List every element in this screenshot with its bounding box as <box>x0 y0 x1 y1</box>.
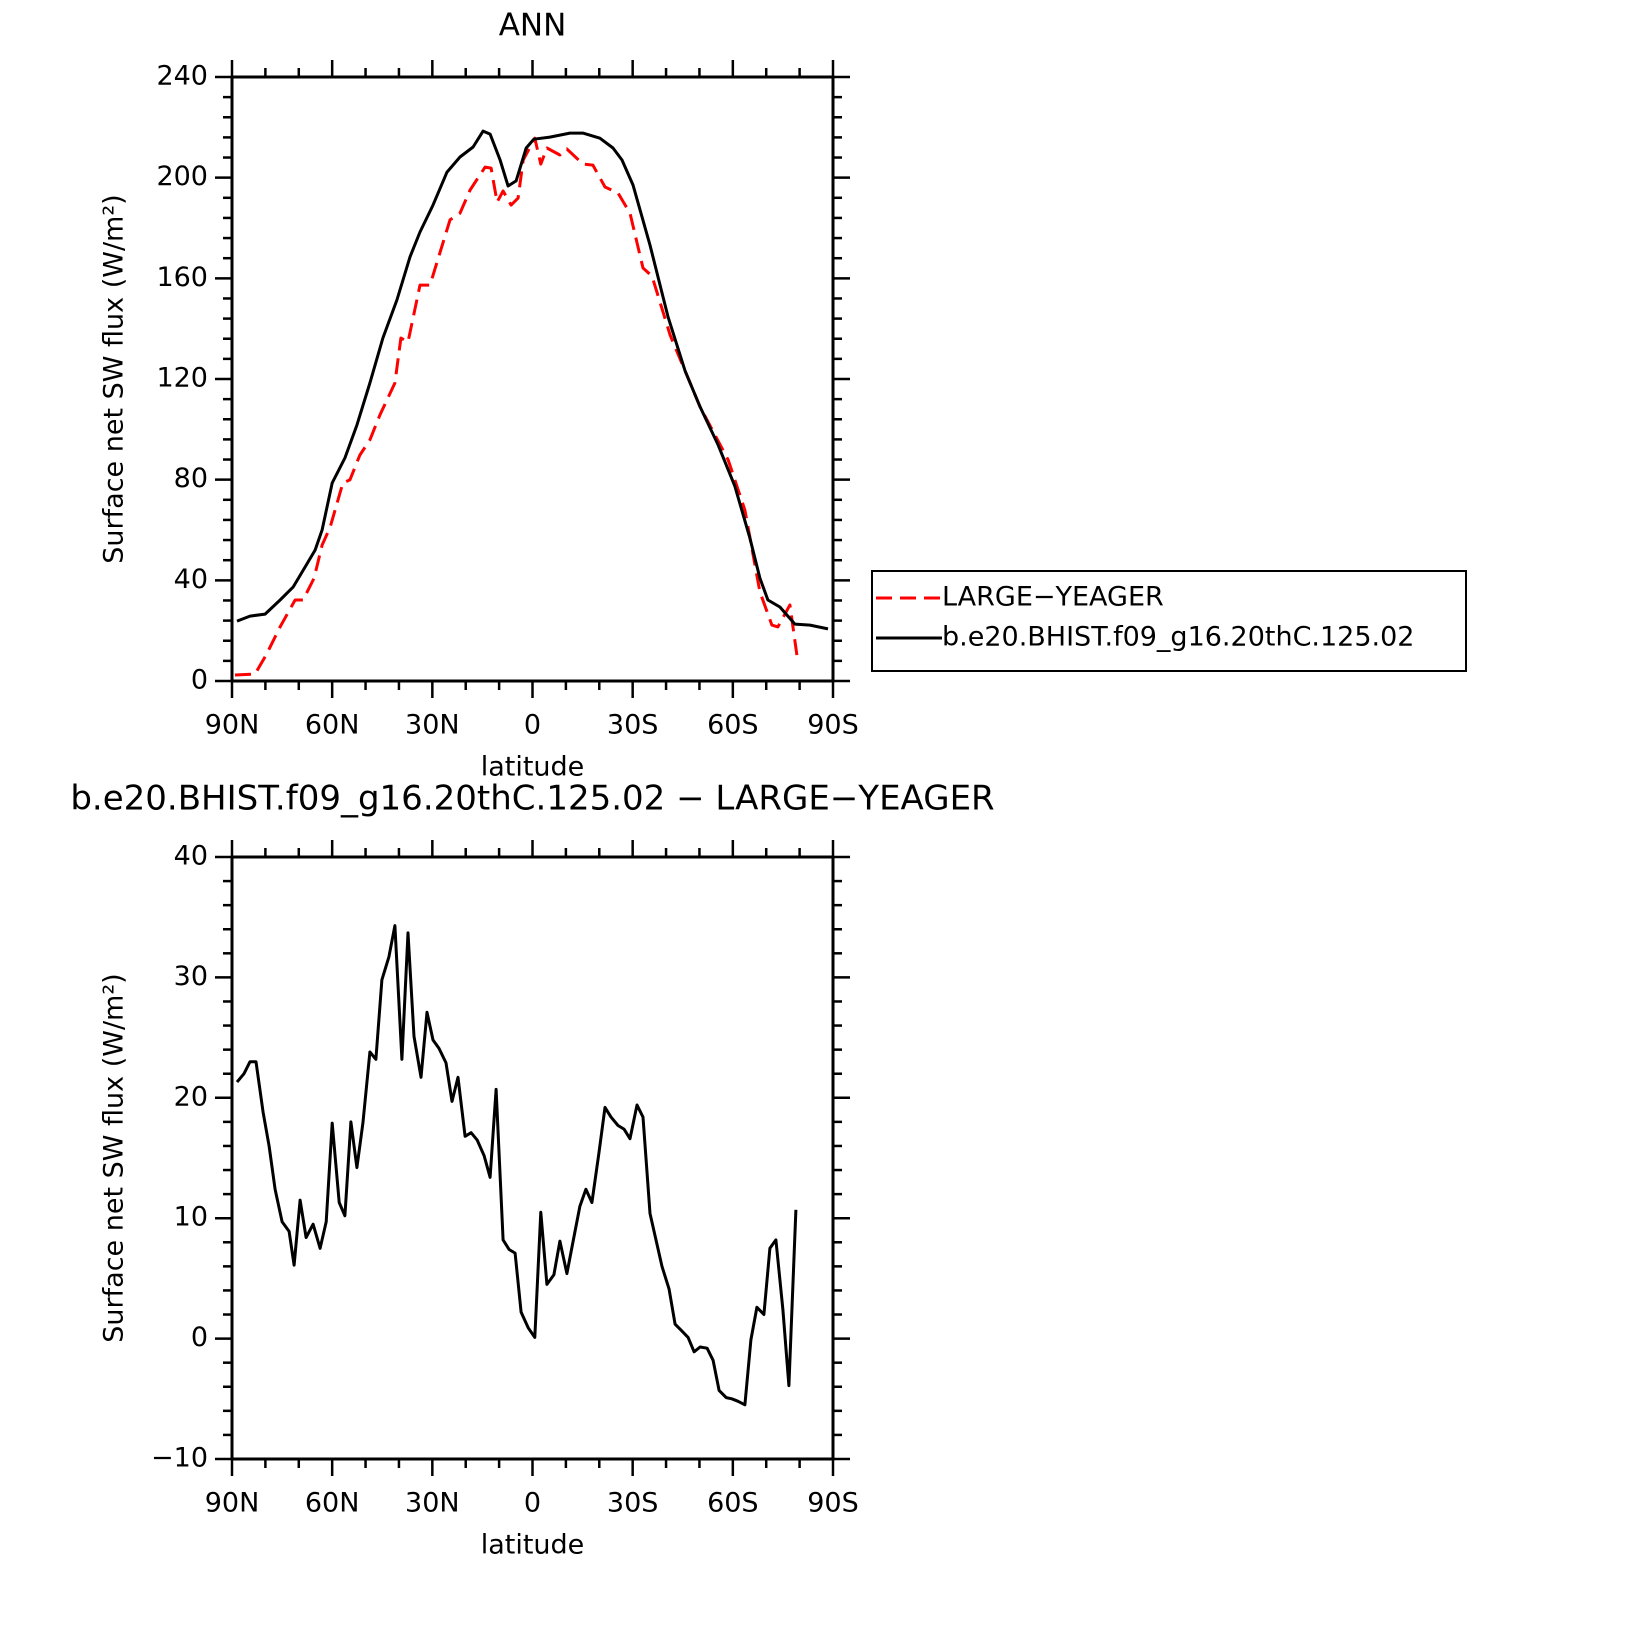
y-axis-label: Surface net SW flux (W/m²) <box>99 194 130 563</box>
y-tick-label: 240 <box>156 61 208 92</box>
plot-frame <box>230 75 835 683</box>
y-tick-label: 120 <box>156 363 208 394</box>
y-tick-label: 20 <box>174 1081 208 1112</box>
chart-title: b.e20.BHIST.f09_g16.20thC.125.02 − LARGE… <box>70 779 994 819</box>
x-tick-label: 60N <box>305 710 360 741</box>
data-line <box>234 136 799 677</box>
data-line <box>236 129 829 631</box>
x-tick-label: 0 <box>524 710 541 741</box>
plot-frame <box>230 855 835 1461</box>
legend-box <box>871 570 1467 672</box>
x-tick-label: 30N <box>405 710 460 741</box>
x-tick-label: 90N <box>205 1488 260 1519</box>
x-tick-label: 90S <box>807 710 859 741</box>
x-axis-label: latitude <box>481 1530 585 1561</box>
y-tick-label: 30 <box>174 961 208 992</box>
y-tick-label: −10 <box>151 1443 208 1474</box>
y-axis-label: Surface net SW flux (W/m²) <box>99 973 130 1342</box>
y-tick-label: 0 <box>191 665 208 696</box>
y-tick-label: 40 <box>174 841 208 872</box>
x-tick-label: 0 <box>524 1488 541 1519</box>
x-tick-label: 90S <box>807 1488 859 1519</box>
x-tick-label: 60N <box>305 1488 360 1519</box>
y-tick-label: 0 <box>191 1322 208 1353</box>
y-tick-label: 200 <box>156 161 208 192</box>
legend-label: b.e20.BHIST.f09_g16.20thC.125.02 <box>942 622 1414 653</box>
x-axis-label: latitude <box>481 752 585 783</box>
x-tick-label: 30S <box>607 1488 659 1519</box>
x-tick-label: 60S <box>707 710 759 741</box>
y-tick-label: 10 <box>174 1202 208 1233</box>
legend-label: LARGE−YEAGER <box>942 582 1164 613</box>
y-tick-label: 160 <box>156 262 208 293</box>
x-tick-label: 30N <box>405 1488 460 1519</box>
chart-title: ANN <box>499 8 567 44</box>
x-tick-label: 90N <box>205 710 260 741</box>
x-tick-label: 60S <box>707 1488 759 1519</box>
y-tick-label: 80 <box>174 463 208 494</box>
data-line <box>235 924 798 1407</box>
x-tick-label: 30S <box>607 710 659 741</box>
y-tick-label: 40 <box>174 564 208 595</box>
